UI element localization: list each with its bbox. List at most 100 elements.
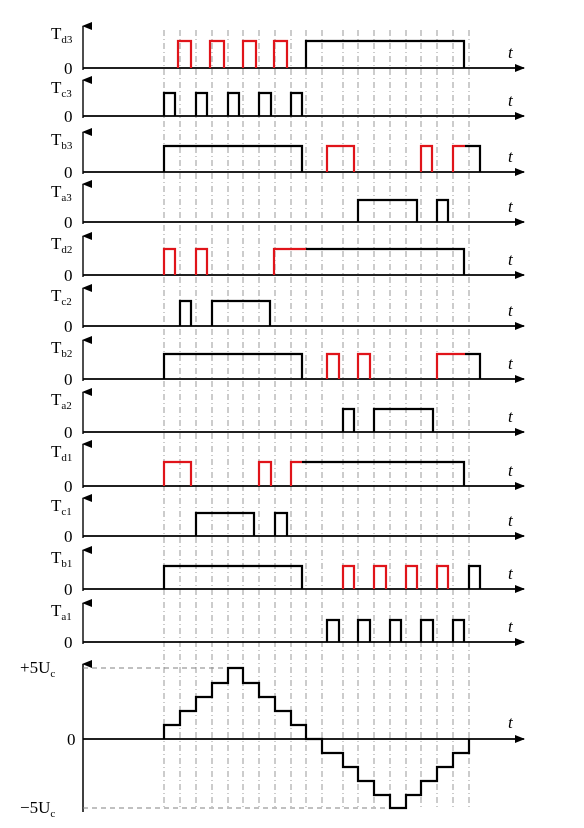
zero-label: 0 [64, 580, 73, 599]
pulse-black [302, 460, 466, 486]
channel-label: Tb3 [51, 130, 73, 152]
time-label: t [508, 301, 514, 320]
zero-label: 0 [64, 317, 73, 336]
pulse-red [162, 460, 193, 486]
pulse-red [372, 564, 388, 589]
pulse-black [341, 407, 356, 432]
output-zero-label: 0 [67, 730, 76, 749]
channel-label: Tc1 [51, 496, 72, 518]
pulse-red [194, 247, 209, 275]
channel-label: Tb1 [51, 548, 72, 570]
pulse-black [465, 352, 482, 379]
zero-label: 0 [64, 266, 73, 285]
pulse-black [451, 618, 466, 642]
time-label: t [508, 407, 514, 426]
pulse-black [388, 618, 403, 642]
pulse-black [325, 618, 341, 642]
channel-label: Td3 [51, 24, 73, 46]
pulse-black [306, 247, 466, 275]
channel-tc2: Tc2 0 t [51, 284, 525, 336]
pulse-black [289, 91, 304, 116]
pulse-red [341, 564, 356, 589]
pulse-red [272, 247, 306, 275]
time-label: t [508, 43, 514, 62]
pulse-black [194, 91, 209, 116]
channel-tc3: Tc3 0 t [51, 76, 525, 126]
pulse-black [162, 352, 304, 379]
channel-tb3: Tb3 0 t [51, 128, 525, 182]
channel-tb2: Tb2 0 t [51, 336, 525, 389]
time-label: t [508, 564, 514, 583]
zero-label: 0 [64, 107, 73, 126]
channel-label: Tb2 [51, 338, 72, 360]
zero-label: 0 [64, 423, 73, 442]
lower-limit-label: −5Uc [20, 798, 55, 820]
channel-ta1: Ta1 0 t [51, 599, 525, 652]
time-label: t [508, 617, 514, 636]
channel-label: Td2 [51, 234, 72, 256]
pulse-black [178, 299, 193, 326]
pulse-red [257, 460, 273, 486]
zero-label: 0 [64, 370, 73, 389]
pulse-black [419, 618, 435, 642]
pulse-black [435, 198, 450, 222]
channel-label: Ta2 [51, 390, 72, 412]
pulse-red [404, 564, 419, 589]
pulse-black [467, 564, 482, 589]
channel-label: Ta1 [51, 601, 72, 623]
time-label: t [508, 250, 514, 269]
pulse-red [435, 564, 450, 589]
pulse-red [272, 39, 289, 68]
upper-limit-label: +5Uc [20, 658, 55, 680]
channel-td1: Td1 0 t [51, 440, 525, 496]
pulse-red [241, 39, 258, 68]
channel-tb1: Tb1 0 t [51, 546, 525, 599]
pulse-red [325, 144, 356, 172]
pulse-red [325, 352, 341, 379]
pulse-black [273, 511, 289, 536]
pulse-red [176, 39, 193, 68]
time-label: t [508, 197, 514, 216]
channel-ta2: Ta2 0 t [51, 388, 525, 442]
pulse-black [356, 618, 372, 642]
zero-label: 0 [64, 527, 73, 546]
output-waveform-group: +5Uc 0 −5Uc t [20, 658, 525, 820]
pulse-red [162, 247, 177, 275]
time-label: t [508, 354, 514, 373]
channels-group: Td30tTc30tTb30tTa30tTd20tTc20tTb20tTa20t… [51, 22, 525, 652]
channel-ta3: Ta3 0 t [51, 180, 525, 232]
channel-td2: Td2 0 t [51, 232, 525, 285]
pulse-black [257, 91, 273, 116]
pulse-black [162, 564, 304, 589]
pulse-black [372, 407, 435, 432]
zero-label: 0 [64, 163, 73, 182]
pulse-red [208, 39, 226, 68]
time-label: t [508, 511, 514, 530]
pulse-black [356, 198, 419, 222]
time-label: t [508, 147, 514, 166]
channel-tc1: Tc1 0 t [51, 494, 525, 546]
pulse-red [356, 352, 372, 379]
pulse-black [162, 91, 177, 116]
channel-label: Ta3 [51, 182, 72, 204]
pulse-red [451, 144, 465, 172]
pulse-black [210, 299, 272, 326]
pulse-red [289, 460, 302, 486]
pulse-black [226, 91, 241, 116]
pulse-black [194, 511, 256, 536]
channel-label: Tc2 [51, 286, 72, 308]
zero-label: 0 [64, 213, 73, 232]
pulse-black [304, 39, 466, 68]
channel-label: Tc3 [51, 78, 72, 100]
zero-label: 0 [64, 633, 73, 652]
output-staircase [162, 666, 471, 810]
pulse-black [162, 144, 304, 172]
channel-label: Td1 [51, 442, 72, 464]
time-label: t [508, 461, 514, 480]
pulse-red [419, 144, 434, 172]
zero-label: 0 [64, 59, 73, 78]
pulse-red [435, 352, 465, 379]
zero-label: 0 [64, 477, 73, 496]
